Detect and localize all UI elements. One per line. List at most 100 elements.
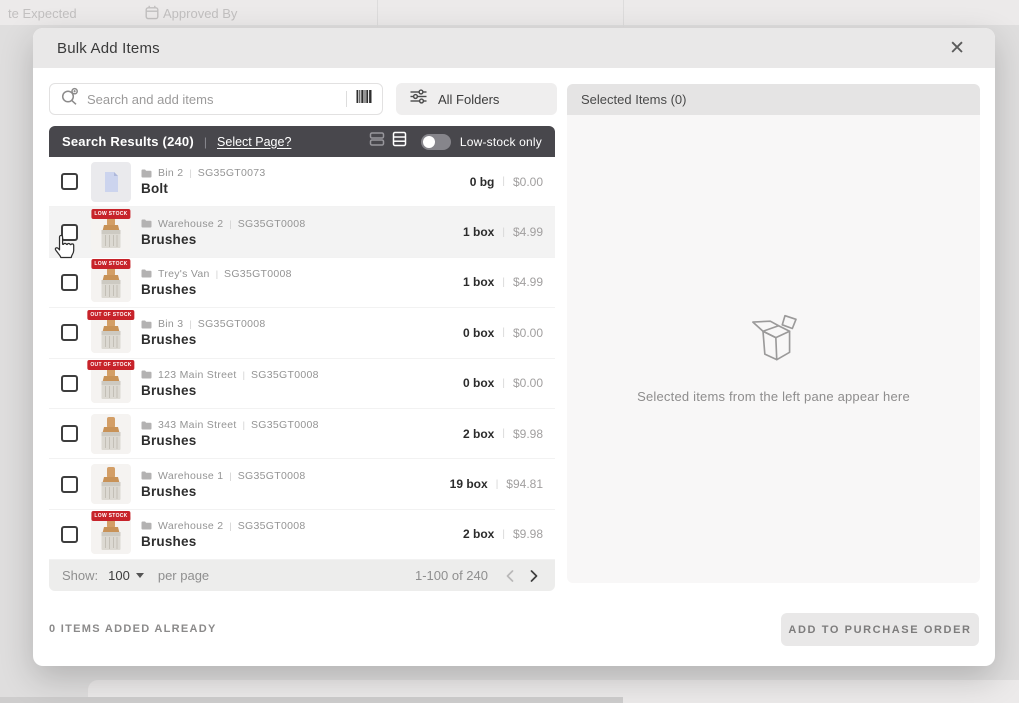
result-row[interactable]: Bin 2 | SG35GT0073 Bolt 0 bg | $0.00 [49,157,555,208]
qty-price-separator: | [502,327,505,339]
search-divider [346,91,347,107]
item-qty-price: 0 box | $0.00 [463,376,547,390]
brush-thumb [91,262,131,303]
selected-items-body: Selected items from the left pane appear… [567,115,980,583]
item-price: $9.98 [512,426,543,441]
result-row[interactable]: LOW STOCK Warehouse 2 | SG35GT0008 Brush… [49,207,555,258]
item-name: Brushes [141,231,197,247]
empty-state-text: Selected items from the left pane appear… [637,389,910,404]
item-folder: Warehouse 2 [158,217,224,230]
row-checkbox[interactable] [61,475,78,493]
item-quantity: 0 box [463,376,495,391]
item-qty-price: 1 box | $4.99 [463,275,547,289]
qty-price-separator: | [502,528,505,540]
result-row[interactable]: LOW STOCK Trey's Van | SG35GT0008 Brushe… [49,257,555,309]
item-quantity: 1 box [463,225,495,240]
chevron-down-icon [135,573,144,578]
add-to-purchase-order-button[interactable]: ADD TO PURCHASE ORDER [781,613,979,646]
bulk-add-items-modal: Bulk Add Items ✕ All Folders Selected It… [33,28,995,666]
barcode-icon[interactable] [356,89,372,109]
item-qty-price: 2 box | $9.98 [463,527,547,541]
all-folders-button[interactable]: All Folders [396,83,557,115]
pagination-range: 1-100 of 240 [414,568,488,583]
brush-thumb [91,464,131,505]
item-qty-price: 0 bg | $0.00 [470,175,547,189]
row-checkbox[interactable] [61,223,78,241]
low-stock-label: Low-stock only [459,134,542,149]
item-thumbnail: OUT OF STOCK [87,360,135,404]
backdrop-bottom-edge [0,697,623,703]
item-sku: SG35GT0008 [224,267,292,280]
item-quantity: 19 box [449,477,488,492]
item-info: Trey's Van | SG35GT0008 Brushes [141,268,463,297]
meta-separator: | [215,268,219,279]
result-row[interactable]: 343 Main Street | SG35GT0008 Brushes 2 b… [49,408,555,460]
qty-price-separator: | [495,478,499,490]
card-view-icon[interactable] [369,131,385,152]
select-page-link[interactable]: Select Page? [217,134,292,149]
modal-title: Bulk Add Items [57,39,160,57]
item-sku: SG35GT0008 [250,419,319,432]
item-price: $0.00 [512,376,543,391]
result-row[interactable]: OUT OF STOCK 123 Main Street | SG35GT000… [49,358,555,409]
result-row[interactable]: LOW STOCK Warehouse 2 | SG35GT0008 Brush… [49,509,555,561]
toggle-knob [422,135,435,148]
item-price: $0.00 [512,174,543,189]
next-page-icon[interactable] [526,566,542,586]
item-folder: Warehouse 2 [158,519,224,532]
item-quantity: 0 bg [469,174,495,189]
result-row[interactable]: Warehouse 1 | SG35GT0008 Brushes 19 box … [49,459,555,510]
item-folder: Warehouse 1 [158,469,224,482]
item-info: Warehouse 2 | SG35GT0008 Brushes [141,520,463,549]
item-info: Warehouse 2 | SG35GT0008 Brushes [141,218,463,247]
item-name: Brushes [141,533,197,549]
item-name: Brushes [141,281,197,297]
item-folder: Trey's Van [158,267,210,280]
folder-icon [141,421,152,430]
stock-badge: LOW STOCK [91,511,131,522]
backdrop-approved-by-label: Approved By [163,6,238,21]
item-name: Brushes [141,433,197,449]
show-label: Show: [62,568,99,583]
item-name: Brushes [141,332,197,348]
search-results-title: Search Results (240) [62,134,194,149]
row-checkbox[interactable] [61,173,78,191]
row-checkbox[interactable] [61,273,78,291]
row-checkbox[interactable] [61,374,78,392]
item-price: $4.99 [512,225,543,240]
row-checkbox[interactable] [61,525,78,543]
qty-price-separator: | [502,428,505,440]
item-sku: SG35GT0008 [197,318,266,331]
results-bar-divider: | [203,134,208,149]
folder-icon [141,471,152,480]
table-view-icon[interactable] [392,131,407,152]
row-checkbox[interactable] [61,324,78,342]
item-quantity: 0 box [463,325,495,340]
item-thumbnail [91,464,131,505]
qty-price-separator: | [502,377,505,389]
row-checkbox[interactable] [61,425,78,443]
page-size-dropdown[interactable]: 100 [108,568,144,583]
filter-sliders-icon [410,89,427,109]
stock-badge: LOW STOCK [91,209,131,220]
item-price: $0.00 [512,325,543,340]
backdrop-form-strip: te Expected Approved By [0,0,1019,27]
item-quantity: 2 box [463,426,495,441]
prev-page-icon[interactable] [502,566,518,586]
result-row[interactable]: OUT OF STOCK Bin 3 | SG35GT0008 Brushes … [49,308,555,359]
close-icon[interactable]: ✕ [949,37,965,59]
folder-icon [141,370,152,379]
backdrop-divider [377,0,378,27]
stock-badge: OUT OF STOCK [87,309,135,320]
item-price: $4.99 [512,275,543,290]
qty-price-separator: | [502,226,505,238]
item-name: Brushes [141,483,197,499]
stock-badge: LOW STOCK [91,259,131,270]
backdrop-date-expected-label: te Expected [8,6,77,21]
item-folder: Bin 2 [158,167,184,180]
all-folders-label: All Folders [438,91,500,107]
modal-header: Bulk Add Items ✕ [33,28,995,68]
search-input[interactable] [87,91,346,107]
item-name: Bolt [141,181,169,197]
low-stock-toggle[interactable] [420,133,451,150]
